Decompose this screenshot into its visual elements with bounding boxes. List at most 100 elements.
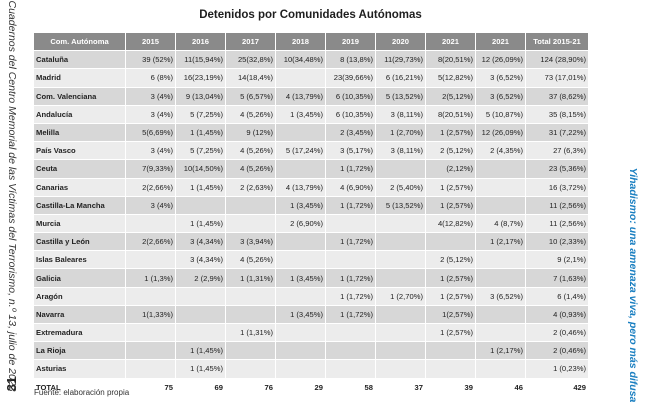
table-cell: 1 (2,17%)	[475, 232, 526, 252]
table-cell	[425, 232, 476, 252]
table-cell	[225, 195, 276, 215]
table-cell: 3 (4%)	[125, 141, 176, 161]
table-cell	[475, 250, 526, 270]
table-cell	[175, 322, 226, 343]
table-row: Navarra 1(1,33%) 1 (3,45%) 1 (1,72%) 1(2,57%…	[33, 304, 589, 325]
table-cell	[125, 286, 176, 306]
table-cell	[375, 322, 426, 343]
table-cell: 2 (6,90%)	[275, 213, 326, 234]
table-row: Extremadura 1 (1,31%) 1 (2,57%) 2 (0,46%)	[33, 322, 589, 343]
table-cell: 1 (1,45%)	[175, 177, 226, 197]
table-cell: 8(20,51%)	[425, 50, 476, 70]
table-cell: 4 (0,93%)	[525, 304, 589, 325]
source-note: Fuente: elaboración propia	[34, 388, 130, 397]
table-cell: 6 (8%)	[125, 68, 176, 88]
table-title: Detenidos por Comunidades Autónomas	[199, 9, 422, 21]
table-cell	[375, 213, 426, 234]
table-cell: 4 (5,26%)	[225, 141, 276, 161]
table-cell	[475, 195, 526, 215]
table-cell: 8(20,51%)	[425, 104, 476, 124]
table-cell: 23 (5,36%)	[525, 159, 589, 179]
table-cell: 2 (5,12%)	[425, 141, 476, 161]
table-cell: 11 (2,56%)	[525, 195, 589, 215]
column-header: Total 2015-21	[525, 31, 589, 52]
total-cell: 76	[225, 377, 276, 397]
table-cell	[375, 232, 426, 252]
table-cell: 1 (3,45%)	[275, 104, 326, 124]
region-name: Madrid	[33, 68, 126, 88]
table-cell	[275, 359, 326, 379]
table-cell: 6 (10,35%)	[325, 86, 376, 106]
table-cell: 3 (6,52%)	[475, 86, 526, 106]
table-cell	[225, 213, 276, 234]
table-cell	[475, 359, 526, 379]
table-cell: 4 (5,26%)	[225, 250, 276, 270]
table-cell	[225, 286, 276, 306]
region-name: País Vasco	[33, 141, 126, 161]
table-cell: 2 (3,45%)	[325, 122, 376, 143]
table-cell	[175, 195, 226, 215]
total-label: TOTAL	[33, 377, 126, 397]
region-name: Extremadura	[33, 322, 126, 343]
table-cell: 5(6,69%)	[125, 122, 176, 143]
table-cell	[425, 359, 476, 379]
table-cell: 73 (17,01%)	[525, 68, 589, 88]
table-cell	[275, 341, 326, 361]
table-cell: 3 (4%)	[125, 195, 176, 215]
total-cell: 29	[275, 377, 326, 397]
region-name: La Rioja	[33, 341, 126, 361]
region-name: Canarias	[33, 177, 126, 197]
table-cell: 2 (4,35%)	[475, 141, 526, 161]
total-cell: 75	[125, 377, 176, 397]
table-cell: 2 (0,46%)	[525, 341, 589, 361]
table-cell: 2 (5,40%)	[375, 177, 426, 197]
table-cell	[275, 122, 326, 143]
table-cell: (2,12%)	[425, 159, 476, 179]
table-cell: 2(5,12%)	[425, 86, 476, 106]
column-header: 2019	[325, 31, 376, 52]
table-cell: 1 (1,31%)	[225, 268, 276, 288]
total-cell: 46	[475, 377, 526, 397]
table-cell: 8 (13,8%)	[325, 50, 376, 70]
table-cell: 9 (2,1%)	[525, 250, 589, 270]
table-cell: 31 (7,22%)	[525, 122, 589, 143]
table-cell: 11(15,94%)	[175, 50, 226, 70]
region-name: Islas Baleares	[33, 250, 126, 270]
table-cell: 35 (8,15%)	[525, 104, 589, 124]
table-cell: 16 (3,72%)	[525, 177, 589, 197]
table-cell: 3 (8,11%)	[375, 104, 426, 124]
table-cell	[275, 68, 326, 88]
table-cell	[275, 232, 326, 252]
table-row: Canarias 2(2,66%) 1 (1,45%) 2 (2,63%) 4 (13,…	[33, 177, 589, 197]
table-cell: 2 (5,12%)	[425, 250, 476, 270]
table-cell: 3 (4,34%)	[175, 250, 226, 270]
table-cell: 25(32,8%)	[225, 50, 276, 70]
table-cell: 27 (6,3%)	[525, 141, 589, 161]
table-cell	[375, 304, 426, 325]
table-cell: 1 (2,70%)	[375, 122, 426, 143]
table-cell: 12 (26,09%)	[475, 50, 526, 70]
column-header: 2020	[375, 31, 426, 52]
total-row: TOTAL 75 69 76 29 58 37 39 46 429	[33, 377, 589, 397]
table-cell: 4 (5,26%)	[225, 159, 276, 179]
table-cell: 1 (2,57%)	[425, 195, 476, 215]
table-cell	[375, 250, 426, 270]
table-cell: 1 (2,57%)	[425, 122, 476, 143]
table-cell: 9 (13,04%)	[175, 86, 226, 106]
header-row: Com. Autónoma 2015 2016 2017 2018 2019 2020 202…	[33, 31, 589, 52]
table-cell: 5 (6,57%)	[225, 86, 276, 106]
region-name: Castilla y León	[33, 232, 126, 252]
table-cell: 3 (4%)	[125, 104, 176, 124]
table-row: Madrid 6 (8%) 16(23,19%) 14(18,4%) 23(39,66%…	[33, 68, 589, 88]
table-cell: 4 (6,90%)	[325, 177, 376, 197]
total-cell: 58	[325, 377, 376, 397]
table-row: Cataluña 39 (52%) 11(15,94%) 25(32,8%) 10(34…	[33, 50, 589, 70]
table-cell	[225, 304, 276, 325]
column-header: 2021	[475, 31, 526, 52]
table-cell	[125, 213, 176, 234]
table-cell: 4 (13,79%)	[275, 177, 326, 197]
table-cell: 5 (17,24%)	[275, 141, 326, 161]
table-cell: 4 (5,26%)	[225, 104, 276, 124]
table-cell: 1 (1,72%)	[325, 304, 376, 325]
column-header: 2015	[125, 31, 176, 52]
